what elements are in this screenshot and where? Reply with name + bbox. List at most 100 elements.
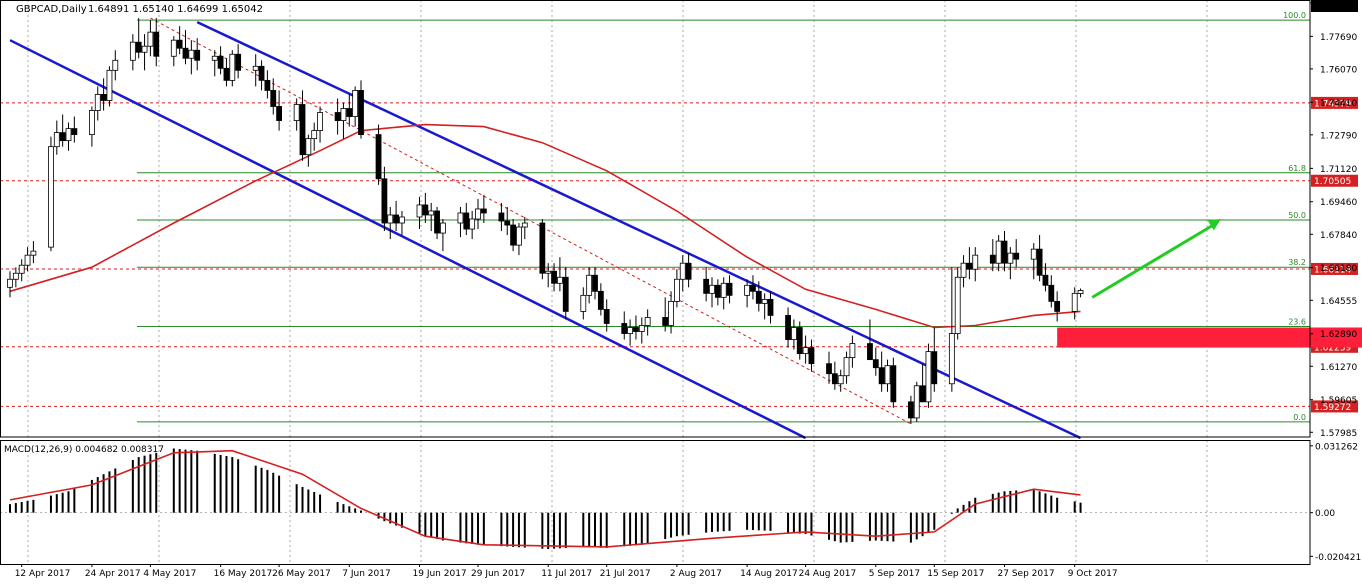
candle-bullish: [94, 94, 101, 111]
candle-bearish: [381, 178, 388, 224]
candle-bullish: [18, 264, 25, 274]
candle-bearish: [989, 254, 996, 264]
candle-bearish: [621, 323, 628, 334]
candle-bullish: [674, 278, 680, 302]
candle-bullish: [48, 146, 54, 248]
macd-tick-label: 0.031262: [1315, 442, 1358, 452]
candle-bearish: [510, 224, 517, 246]
candle-bearish: [258, 65, 265, 81]
chart-header-symbol: GBPCAD,Daily: [16, 4, 87, 15]
candle-bullish: [709, 284, 715, 294]
main-panel-border: [0, 0, 1311, 438]
candle-bullish: [12, 272, 19, 280]
candle-bullish: [340, 108, 347, 121]
candle-bullish: [545, 270, 552, 274]
channel-line: [9, 39, 807, 440]
candle-bearish: [358, 90, 364, 136]
candle-bullish: [644, 317, 651, 326]
date-tick-label: 4 May 2017: [143, 569, 196, 579]
level-price-label: 1.62239: [1314, 343, 1351, 353]
fib-label: 50.0: [1288, 211, 1306, 220]
candle-bearish: [551, 270, 557, 284]
candle-bearish: [100, 94, 107, 101]
candle-bearish: [1048, 284, 1055, 302]
candle-bearish: [808, 347, 815, 365]
candle-bullish: [112, 59, 119, 71]
macd-tick-label: -0.020421: [1315, 553, 1361, 563]
candle-bullish: [311, 130, 318, 140]
price-tick-label: 1.71120: [1320, 165, 1357, 175]
macd-tick-label: 0.00: [1315, 509, 1335, 519]
fibonacci-levels: 100.0 61.8 50.0 38.2 23.6 0.0: [137, 11, 1310, 423]
candle-bullish: [1030, 248, 1037, 260]
candle-bullish: [843, 357, 850, 377]
candle-bullish: [580, 294, 587, 312]
candle-bullish: [24, 254, 31, 266]
candle-bearish: [1042, 274, 1049, 286]
candle-bullish: [352, 90, 359, 117]
candles: [7, 18, 1084, 424]
candle-bearish: [597, 290, 604, 310]
macd-signal-line: [9, 449, 1081, 548]
fib-label: 0.0: [1293, 413, 1306, 422]
candle-bearish: [217, 55, 224, 69]
price-tick-label: 1.79360: [1320, 0, 1357, 9]
candle-bullish: [744, 284, 750, 296]
candle-bullish: [439, 222, 446, 234]
price-tick-label: 1.74410: [1320, 99, 1357, 109]
candle-bullish: [668, 300, 674, 326]
date-tick-label: 29 Jun 2017: [471, 569, 525, 579]
candle-bullish: [802, 347, 809, 355]
candle-bearish: [562, 276, 569, 312]
date-tick-label: 19 Jun 2017: [413, 569, 467, 579]
candle-bullish: [305, 138, 312, 156]
bullish-arrow: [1091, 219, 1221, 299]
candle-bullish: [884, 365, 891, 385]
candle-bullish: [188, 49, 195, 59]
date-tick-label: 24 Apr 2017: [85, 569, 141, 579]
date-tick-label: 11 Jul 2017: [541, 569, 592, 579]
candle-bearish: [750, 284, 756, 292]
candle-bearish: [878, 367, 885, 385]
candle-bearish: [826, 363, 832, 375]
candle-bearish: [539, 222, 546, 274]
candle-bearish: [767, 298, 774, 316]
candle-bearish: [153, 31, 160, 57]
candle-bearish: [270, 90, 277, 107]
candle-bullish: [627, 327, 633, 334]
candle-bearish: [890, 365, 897, 403]
date-tick-label: 12 Apr 2017: [15, 569, 71, 579]
candle-bearish: [276, 106, 283, 121]
candle-bullish: [761, 298, 768, 304]
candle-bullish: [557, 276, 563, 284]
candle-bearish: [235, 53, 242, 71]
price-tick-label: 1.59605: [1320, 396, 1357, 406]
candle-bullish: [7, 278, 13, 288]
candle-bearish: [176, 39, 183, 49]
candle-bearish: [1054, 300, 1061, 312]
fib-label: 38.2: [1288, 258, 1306, 267]
candle-bullish: [252, 65, 259, 71]
level-price-label: 1.70505: [1314, 177, 1351, 187]
macd-panel: [0, 448, 1310, 550]
axes: 1.79360 1.77690 1.76070 1.74410 1.72790 1.711…: [15, 0, 1362, 579]
candle-bullish: [469, 218, 476, 230]
candle-bearish: [434, 210, 440, 234]
candle-bearish: [785, 315, 791, 340]
current-price-label: 1.65042: [1314, 0, 1351, 3]
level-price-tag: [1311, 400, 1358, 413]
candle-bearish: [375, 134, 382, 180]
candle-bearish: [334, 112, 341, 121]
date-tick-label: 9 Oct 2017: [1068, 569, 1118, 579]
candle-bearish: [703, 278, 710, 294]
grid: [27, 0, 1208, 564]
price-tick-label: 1.76070: [1320, 65, 1357, 75]
candle-bullish: [849, 343, 856, 359]
moving-average-line: [9, 123, 1081, 329]
candle-bearish: [194, 49, 201, 61]
fib-label: 61.8: [1288, 164, 1306, 173]
candle-bullish: [837, 375, 844, 385]
macd-panel-border: [0, 440, 1311, 565]
